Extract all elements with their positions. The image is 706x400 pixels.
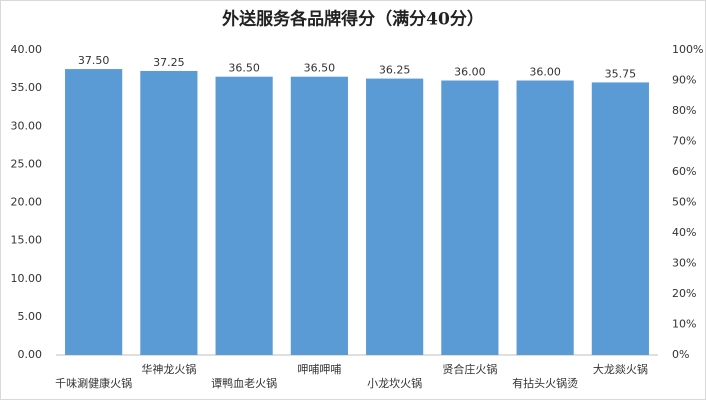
value-label: 36.00 — [529, 66, 561, 79]
x-tick-label: 小龙坎火锅 — [367, 377, 422, 390]
y2-tick-label: 0% — [672, 348, 689, 361]
y2-tick-label: 40% — [672, 226, 696, 239]
bar — [516, 80, 574, 355]
y2-tick-label: 50% — [672, 196, 696, 209]
x-tick-label: 呷哺呷哺 — [297, 363, 341, 376]
y-tick-label: 20.00 — [11, 196, 43, 209]
bar — [441, 80, 499, 355]
y2-tick-label: 30% — [672, 257, 696, 270]
y-tick-label: 0.00 — [18, 348, 43, 361]
y-tick-label: 10.00 — [11, 272, 43, 285]
y2-tick-label: 10% — [672, 318, 696, 331]
y-tick-label: 5.00 — [18, 310, 43, 323]
value-label: 37.50 — [78, 54, 110, 67]
bar — [290, 76, 348, 355]
y2-tick-label: 60% — [672, 165, 696, 178]
bar — [215, 76, 273, 355]
y2-tick-label: 90% — [672, 74, 696, 87]
y-tick-label: 30.00 — [11, 119, 43, 132]
x-tick-label: 贤合庄火锅 — [442, 362, 497, 376]
x-tick-label: 大龙燚火锅 — [593, 362, 648, 376]
bar — [591, 82, 649, 355]
value-label: 36.50 — [228, 62, 260, 75]
y-tick-label: 40.00 — [11, 43, 43, 56]
value-label: 37.25 — [153, 56, 185, 69]
chart-title: 外送服务各品牌得分（满分40分） — [222, 9, 484, 30]
y-tick-label: 15.00 — [11, 234, 43, 247]
y-tick-label: 25.00 — [11, 157, 43, 170]
value-label: 35.75 — [605, 67, 637, 80]
y2-tick-label: 100% — [672, 43, 703, 56]
x-tick-label: 华神龙火锅 — [141, 362, 196, 376]
value-label: 36.00 — [454, 66, 486, 79]
x-tick-label: 谭鸭血老火锅 — [211, 376, 277, 390]
bar — [65, 69, 123, 355]
value-label: 36.50 — [304, 62, 336, 75]
value-label: 36.25 — [379, 64, 411, 77]
x-tick-label: 有拈头火锅烫 — [512, 376, 578, 390]
x-tick-label: 千味涮健康火锅 — [55, 376, 132, 390]
y-tick-label: 35.00 — [11, 81, 43, 94]
y2-tick-label: 70% — [672, 135, 696, 148]
y2-tick-label: 80% — [672, 104, 696, 117]
bar — [140, 70, 198, 355]
bar — [366, 78, 424, 355]
y2-tick-label: 20% — [672, 287, 696, 300]
